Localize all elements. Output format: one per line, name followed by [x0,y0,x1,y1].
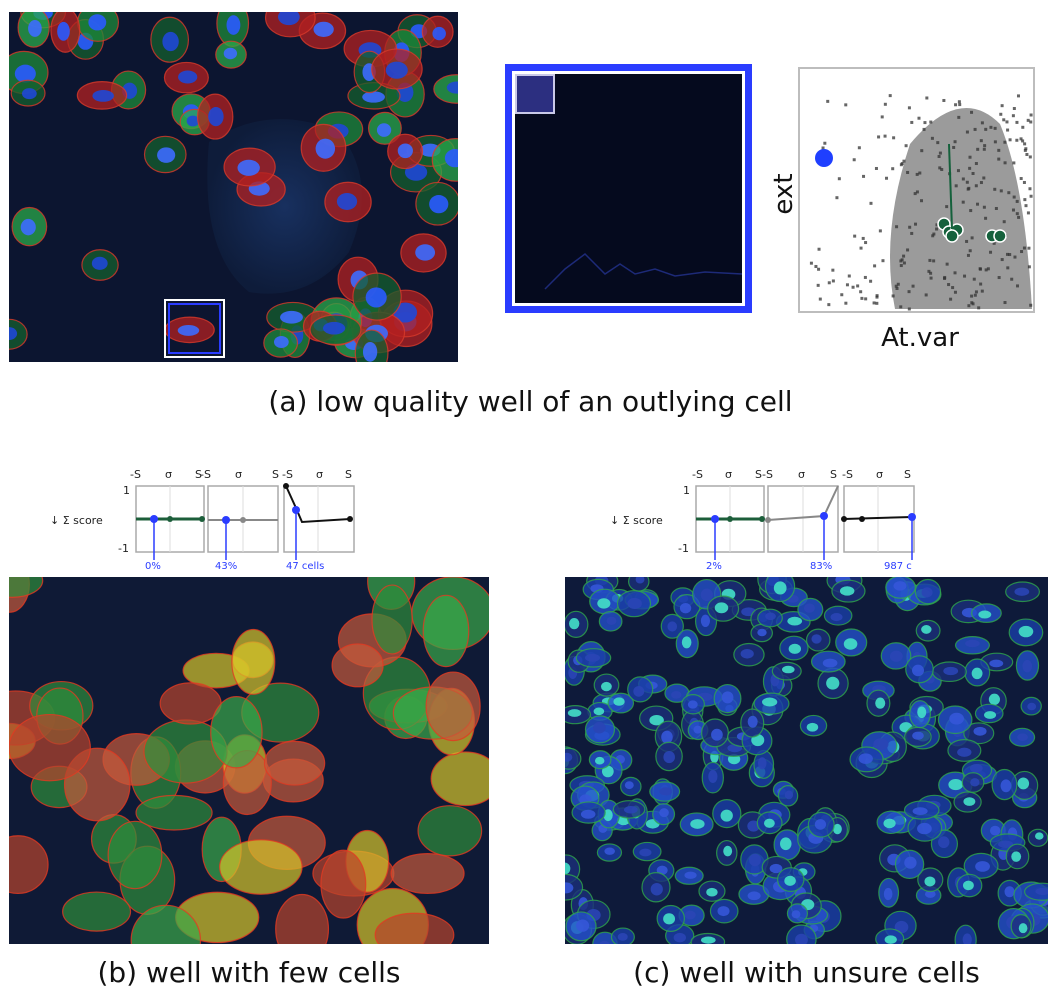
scatter-xlabel: At.var [881,323,959,353]
score-label-c: ↓ Σ score [610,514,663,527]
y-top-b: 1 [123,484,130,497]
caption-c: (c) well with unsure cells [633,956,980,989]
caption-a: (a) low quality well of an outlying cell [268,385,793,418]
tick-b1-mid: σ [165,468,172,481]
value-c2: 83% [810,561,832,572]
y-bottom-b: -1 [118,542,129,555]
scatter-ylabel: ext [770,173,799,214]
well-image-a [9,12,458,362]
tick-b3-mid: σ [316,468,323,481]
tick-c2-left: -S [762,468,773,481]
score-label-b: ↓ Σ score [50,514,103,527]
tick-b2-mid: σ [235,468,242,481]
tick-b3-left: -S [282,468,293,481]
tick-c3-mid: σ [876,468,883,481]
zoom-inset [505,64,752,313]
tick-b2-left: -S [200,468,211,481]
value-b2: 43% [215,561,237,572]
y-bottom-c: -1 [678,542,689,555]
tick-c1-left: -S [692,468,703,481]
tick-b1-right: S [195,468,202,481]
value-b3: 47 cells [286,561,324,572]
well-image-b [9,577,489,944]
tick-c3-left: -S [842,468,853,481]
tick-c1-mid: σ [725,468,732,481]
tick-c1-right: S [755,468,762,481]
scatter-plot: ext At.var [769,64,1040,364]
value-c1: 2% [706,561,722,572]
controls-c[interactable]: ↓ Σ score 1 -1 -S σ S 2% -S σ S 83% -S σ… [610,462,930,574]
tick-b1-left: -S [130,468,141,481]
y-top-c: 1 [683,484,690,497]
controls-b[interactable]: ↓ Σ score 1 -1 -S σ S 0% -S σ S 43% -S σ… [50,462,370,574]
well-image-c [565,577,1048,944]
tick-b2-right: S [272,468,279,481]
value-c3: 987 c [884,561,912,572]
tick-c2-right: S [830,468,837,481]
tick-c2-mid: σ [798,468,805,481]
value-b1: 0% [145,561,161,572]
selection-box[interactable] [164,299,225,358]
tick-b3-right: S [345,468,352,481]
caption-b: (b) well with few cells [97,956,401,989]
tick-c3-right: S [904,468,911,481]
